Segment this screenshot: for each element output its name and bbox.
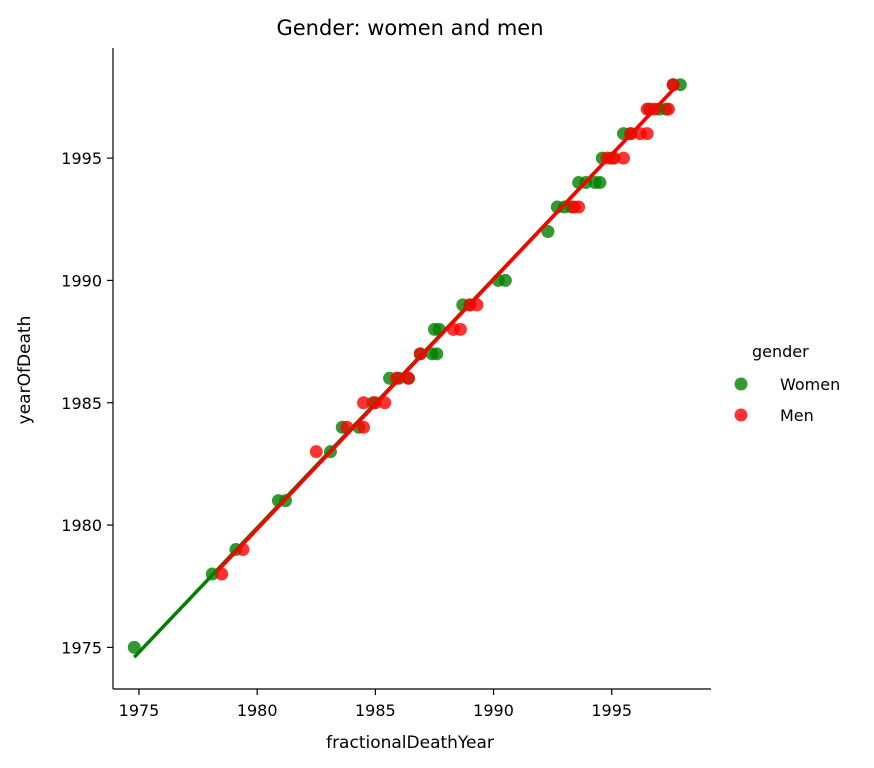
y-ticks: 1975 1980 1985 1990 1995: [61, 149, 113, 657]
men-point: [640, 127, 654, 141]
y-tick-label: 1980: [61, 516, 102, 535]
men-point: [357, 420, 371, 434]
x-tick-label: 1995: [591, 701, 632, 720]
women-point: [593, 176, 607, 190]
men-point: [309, 445, 323, 459]
chart-title: Gender: women and men: [276, 16, 543, 40]
y-tick-label: 1985: [61, 394, 102, 413]
women-point: [541, 224, 555, 238]
men-point: [661, 102, 675, 116]
legend-marker-men: [734, 408, 748, 422]
women-point: [127, 640, 141, 654]
series-layer: [127, 78, 687, 659]
y-tick-label: 1990: [61, 271, 102, 290]
men-point: [357, 396, 371, 410]
men-point: [453, 322, 467, 336]
x-tick-label: 1975: [119, 701, 160, 720]
legend: gender Women Men: [734, 342, 840, 425]
y-tick-label: 1995: [61, 149, 102, 168]
legend-label-women: Women: [780, 375, 840, 394]
y-axis-title: yearOfDeath: [15, 316, 35, 425]
x-tick-label: 1980: [237, 701, 278, 720]
y-tick-label: 1975: [61, 638, 102, 657]
legend-marker-women: [734, 377, 748, 391]
x-tick-label: 1990: [473, 701, 514, 720]
women-point: [498, 273, 512, 287]
legend-title: gender: [752, 342, 809, 361]
men-point: [572, 200, 586, 214]
women-point: [430, 347, 444, 361]
x-ticks: 1975 1980 1985 1990 1995: [119, 689, 632, 720]
x-tick-label: 1985: [355, 701, 396, 720]
legend-label-men: Men: [780, 406, 814, 425]
men-regression-line: [215, 83, 680, 573]
men-point: [617, 151, 631, 165]
legend-items: Women Men: [734, 375, 840, 425]
x-axis-title: fractionalDeathYear: [326, 733, 494, 753]
